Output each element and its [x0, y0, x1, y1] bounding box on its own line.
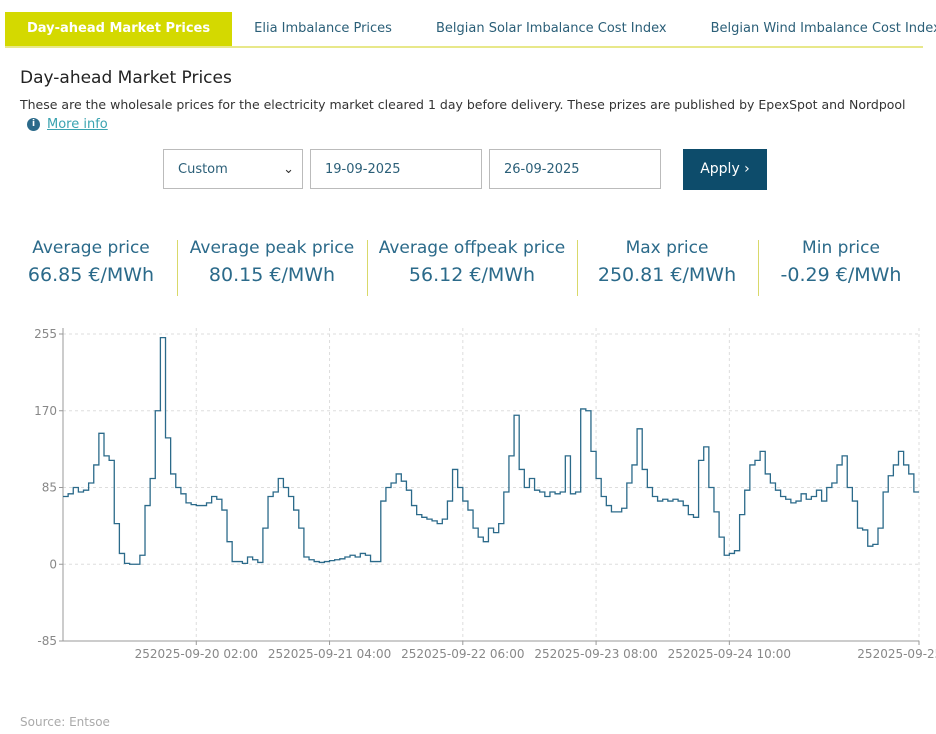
stat-value: 80.15 €/MWh — [208, 264, 336, 286]
description: These are the wholesale prices for the e… — [20, 97, 906, 112]
stat: Average peak price 80.15 €/MWh — [172, 238, 372, 286]
stat-label: Average price — [32, 238, 150, 258]
x-tick-label: 252025-09-21 04:00 — [268, 647, 391, 661]
end-date-input[interactable]: 26-09-2025 — [489, 149, 661, 189]
tab[interactable]: Belgian Wind Imbalance Cost Index — [710, 21, 936, 36]
stat-label: Average offpeak price — [378, 238, 566, 258]
period-select[interactable]: Custom ⌄ — [163, 149, 303, 189]
info-icon: i — [27, 118, 40, 131]
separator — [367, 240, 368, 296]
stat: Min price -0.29 €/MWh — [741, 238, 936, 286]
stat: Average price 66.85 €/MWh — [0, 238, 191, 286]
page-title: Day-ahead Market Prices — [20, 68, 232, 88]
separator — [577, 240, 578, 296]
y-tick-label: 170 — [34, 404, 57, 418]
period-value: Custom — [178, 162, 228, 177]
stat-value: 56.12 €/MWh — [408, 264, 536, 286]
separator — [758, 240, 759, 296]
x-tick-label: 252025-09-23 08:00 — [534, 647, 657, 661]
tab[interactable]: Belgian Solar Imbalance Cost Index — [435, 21, 667, 36]
y-tick-label: -85 — [37, 634, 57, 648]
apply-label: Apply — [700, 161, 740, 177]
source: Source: Entsoe — [20, 715, 110, 729]
price-line — [63, 336, 919, 565]
tab[interactable]: Day-ahead Market Prices — [5, 12, 233, 46]
dropdown-arrow: ⌄ — [283, 162, 294, 177]
y-tick-label: 255 — [34, 327, 57, 341]
stat: Average offpeak price 56.12 €/MWh — [372, 238, 572, 286]
stat: Max price 250.81 €/MWh — [567, 238, 767, 286]
separator — [177, 240, 178, 296]
y-tick-label: 0 — [49, 557, 57, 571]
more-info-link[interactable]: More info — [47, 117, 108, 132]
tab[interactable]: Elia Imbalance Prices — [254, 21, 392, 36]
x-tick-label: 252025-09-20 02:00 — [135, 647, 258, 661]
y-tick-label: 85 — [42, 481, 57, 495]
apply-button[interactable]: Apply › — [683, 149, 767, 190]
stat-value: -0.29 €/MWh — [780, 264, 902, 286]
x-tick-label: 252025-09-22 06:00 — [401, 647, 524, 661]
tab-bar: Day-ahead Market Prices Elia Imbalance Pr… — [5, 12, 936, 48]
x-tick-label: 252025-09-24 10:00 — [668, 647, 791, 661]
stat-label: Min price — [802, 238, 880, 258]
start-date-input[interactable]: 19-09-2025 — [310, 149, 482, 189]
stat-value: 250.81 €/MWh — [597, 264, 737, 286]
x-tick-label: 252025-09-25 23:00 — [857, 647, 936, 661]
stat-value: 66.85 €/MWh — [27, 264, 155, 286]
stat-label: Max price — [625, 238, 709, 258]
chart: -85 0 85 170 255 252025-09-20 02:00 252025-09-… — [34, 327, 936, 661]
stat-label: Average peak price — [189, 238, 355, 258]
